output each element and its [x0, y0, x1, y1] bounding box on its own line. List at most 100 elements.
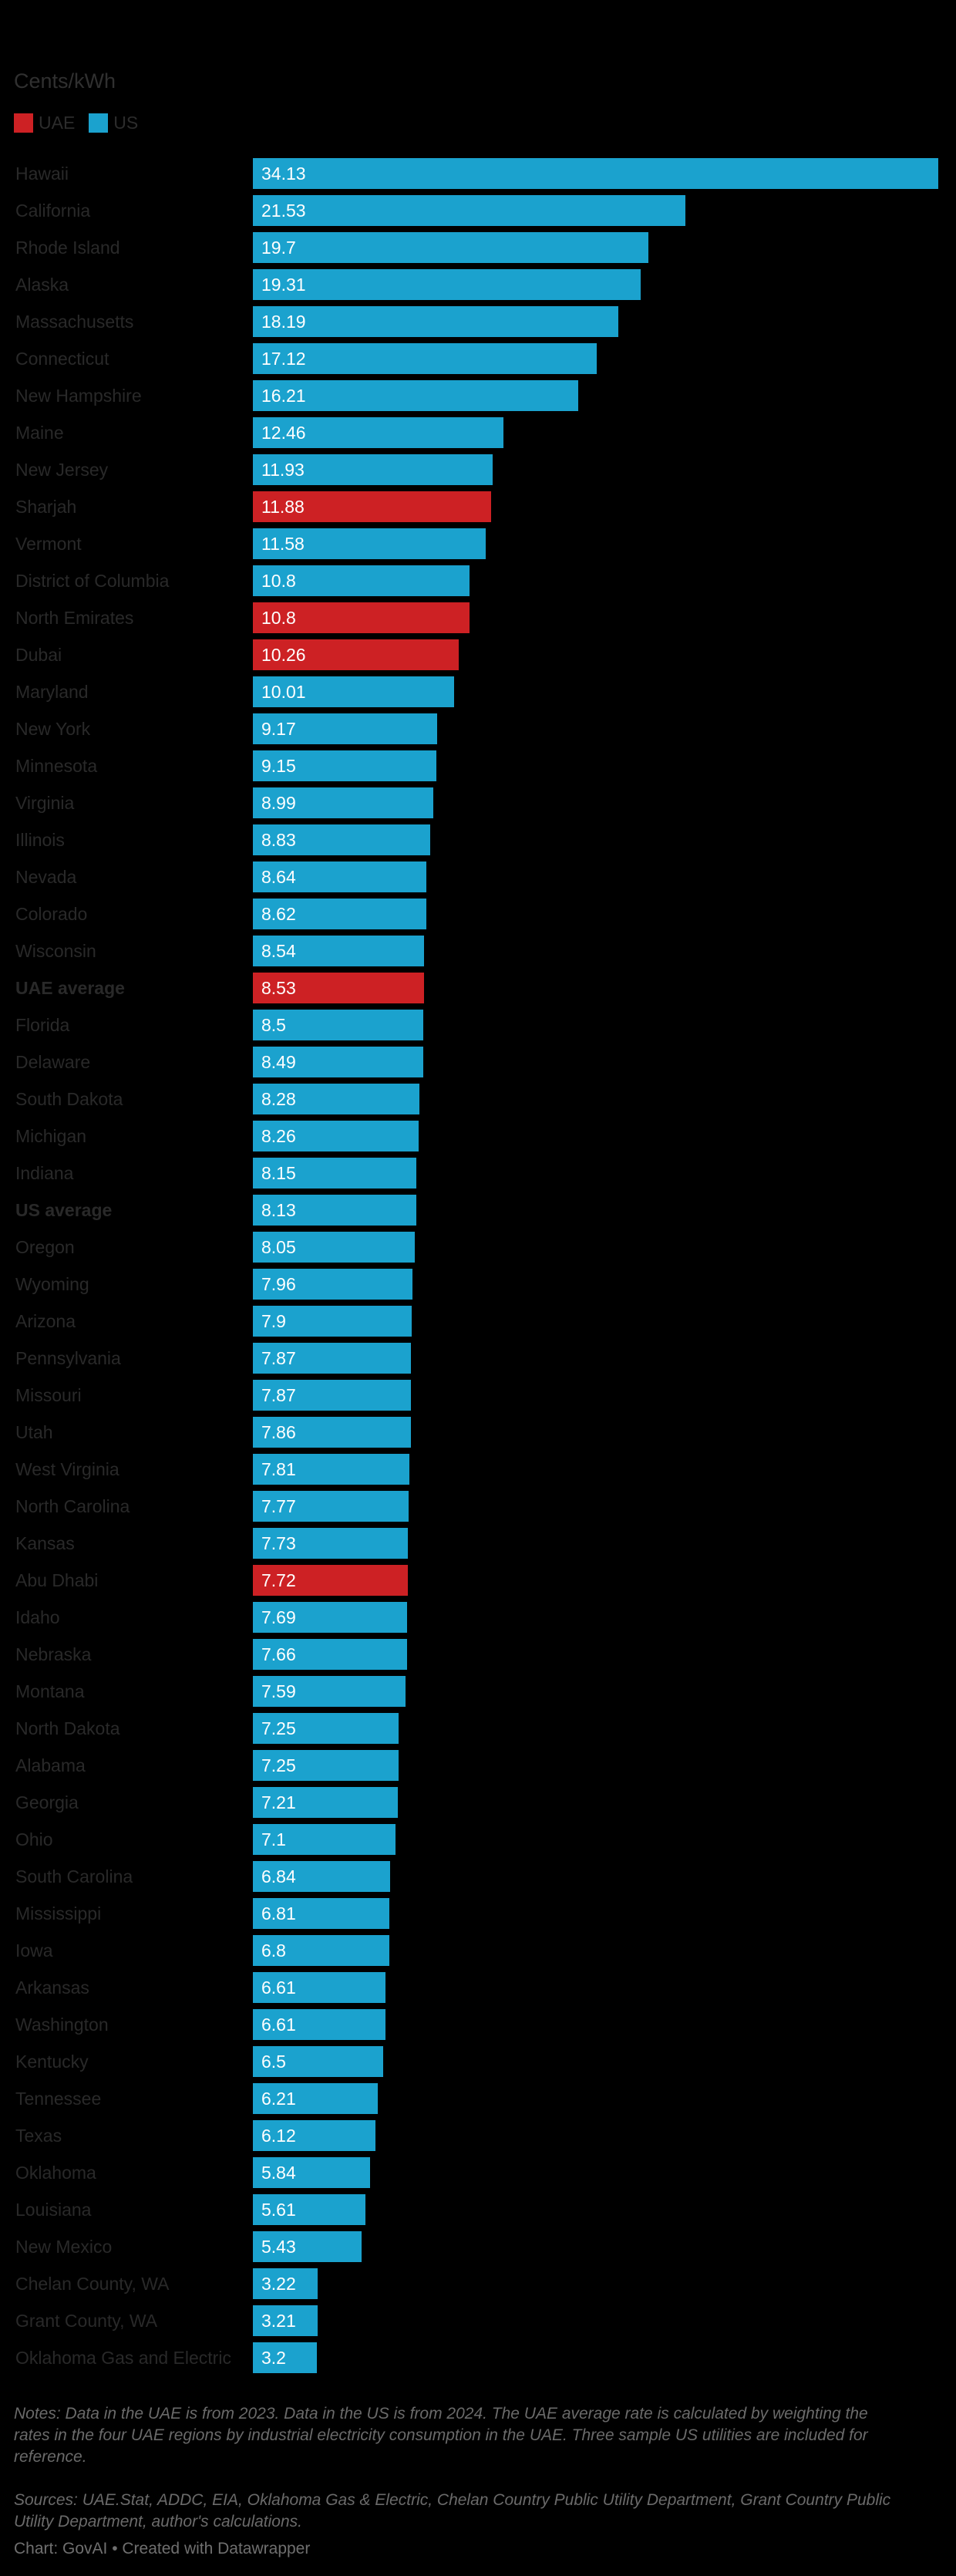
bar-row: Texas 6.12 — [0, 2117, 956, 2154]
bar-row: Grant County, WA 3.21 — [0, 2302, 956, 2339]
bar: 10.26 — [253, 639, 459, 670]
row-label: Montana — [15, 1681, 85, 1701]
bar-value: 3.22 — [261, 2274, 296, 2294]
bar: 7.1 — [253, 1824, 396, 1855]
bar-row: New Jersey 11.93 — [0, 451, 956, 488]
row-label: Pennsylvania — [15, 1348, 121, 1368]
bar-value: 7.86 — [261, 1422, 296, 1442]
bar: 8.5 — [253, 1010, 423, 1040]
bar-row: Kansas 7.73 — [0, 1525, 956, 1562]
bar-value: 9.17 — [261, 719, 296, 739]
bar: 7.59 — [253, 1676, 406, 1707]
bar-value: 6.81 — [261, 1903, 296, 1924]
bar-row: North Dakota 7.25 — [0, 1710, 956, 1747]
legend: UAE US — [14, 113, 152, 133]
legend-item-us: US — [89, 113, 138, 133]
row-label: Dubai — [15, 645, 62, 665]
bar-row: Indiana 8.15 — [0, 1155, 956, 1192]
row-label: Rhode Island — [15, 238, 120, 258]
us-legend-swatch — [89, 113, 109, 133]
bar-value: 8.26 — [261, 1126, 296, 1146]
bar-row: New Hampshire 16.21 — [0, 377, 956, 414]
bar-value: 6.8 — [261, 1940, 286, 1961]
bar-value: 5.61 — [261, 2200, 296, 2220]
bar-value: 11.88 — [261, 497, 305, 517]
bar-row: West Virginia 7.81 — [0, 1451, 956, 1488]
row-label: Vermont — [15, 534, 82, 554]
bar-row: Mississippi 6.81 — [0, 1895, 956, 1932]
bar-row: Nebraska 7.66 — [0, 1636, 956, 1673]
row-label: Nevada — [15, 867, 77, 887]
bar-row: Iowa 6.8 — [0, 1932, 956, 1969]
bar-row: Washington 6.61 — [0, 2006, 956, 2043]
bar-rows: Hawaii 34.13 California 21.53 Rhode Isla… — [0, 155, 956, 2376]
bar-row: New York 9.17 — [0, 710, 956, 747]
bar: 7.87 — [253, 1343, 411, 1374]
bar-value: 7.73 — [261, 1533, 296, 1553]
bar: 6.21 — [253, 2083, 378, 2114]
row-label: Virginia — [15, 793, 75, 813]
row-label: Hawaii — [15, 164, 69, 184]
bar-row: Wyoming 7.96 — [0, 1266, 956, 1303]
bar: 7.87 — [253, 1380, 411, 1411]
bar: 8.54 — [253, 936, 424, 966]
bar: 8.49 — [253, 1047, 423, 1077]
bar-value: 8.5 — [261, 1015, 286, 1035]
bar: 8.64 — [253, 861, 426, 892]
bar-value: 7.21 — [261, 1792, 296, 1812]
row-label: Maine — [15, 423, 64, 443]
bar-row: Colorado 8.62 — [0, 895, 956, 932]
row-label: Washington — [15, 2015, 109, 2035]
bar-row: Maryland 10.01 — [0, 673, 956, 710]
bar: 6.12 — [253, 2120, 375, 2151]
row-label: Wisconsin — [15, 941, 96, 961]
bar-row: California 21.53 — [0, 192, 956, 229]
bar-value: 7.9 — [261, 1311, 286, 1331]
bar: 19.7 — [253, 232, 648, 263]
bar: 3.21 — [253, 2305, 318, 2336]
row-label: Michigan — [15, 1126, 87, 1146]
bar: 21.53 — [253, 195, 685, 226]
row-label: Tennessee — [15, 2089, 102, 2109]
bar-row: Wisconsin 8.54 — [0, 932, 956, 969]
row-label: Oregon — [15, 1237, 75, 1257]
bar-value: 7.25 — [261, 1718, 296, 1738]
bar-value: 6.84 — [261, 1866, 296, 1886]
bar-row: Pennsylvania 7.87 — [0, 1340, 956, 1377]
bar-row: UAE average 8.53 — [0, 969, 956, 1006]
bar-value: 7.59 — [261, 1681, 296, 1701]
row-label: Arizona — [15, 1311, 76, 1331]
bar-row: Nevada 8.64 — [0, 858, 956, 895]
bar: 6.8 — [253, 1935, 389, 1966]
bar-value: 6.5 — [261, 2052, 286, 2072]
bar: 11.88 — [253, 491, 491, 522]
row-label: Mississippi — [15, 1903, 102, 1924]
bar-value: 17.12 — [261, 349, 306, 369]
bar-value: 10.8 — [261, 571, 296, 591]
bar: 5.61 — [253, 2194, 365, 2225]
row-label: New Jersey — [15, 460, 109, 480]
bar-value: 19.7 — [261, 238, 296, 258]
bar-value: 7.25 — [261, 1755, 296, 1775]
bar-value: 8.53 — [261, 978, 296, 998]
row-label: Iowa — [15, 1940, 53, 1961]
bar: 5.84 — [253, 2157, 370, 2188]
bar: 8.62 — [253, 899, 426, 929]
bar-row: Vermont 11.58 — [0, 525, 956, 562]
bar-value: 7.87 — [261, 1385, 296, 1405]
bar-value: 18.19 — [261, 312, 306, 332]
bar: 7.81 — [253, 1454, 409, 1485]
row-label: US average — [15, 1200, 113, 1220]
bar-value: 5.43 — [261, 2237, 296, 2257]
bar-row: Abu Dhabi 7.72 — [0, 1562, 956, 1599]
bar: 10.8 — [253, 602, 470, 633]
bar-row: Florida 8.5 — [0, 1006, 956, 1044]
bar: 12.46 — [253, 417, 503, 448]
bar-value: 3.2 — [261, 2348, 286, 2368]
chart-notes: Notes: Data in the UAE is from 2023. Dat… — [14, 2405, 868, 2466]
row-label: Louisiana — [15, 2200, 92, 2220]
bar-row: Oregon 8.05 — [0, 1229, 956, 1266]
bar: 6.61 — [253, 2009, 385, 2040]
bar: 7.72 — [253, 1565, 408, 1596]
